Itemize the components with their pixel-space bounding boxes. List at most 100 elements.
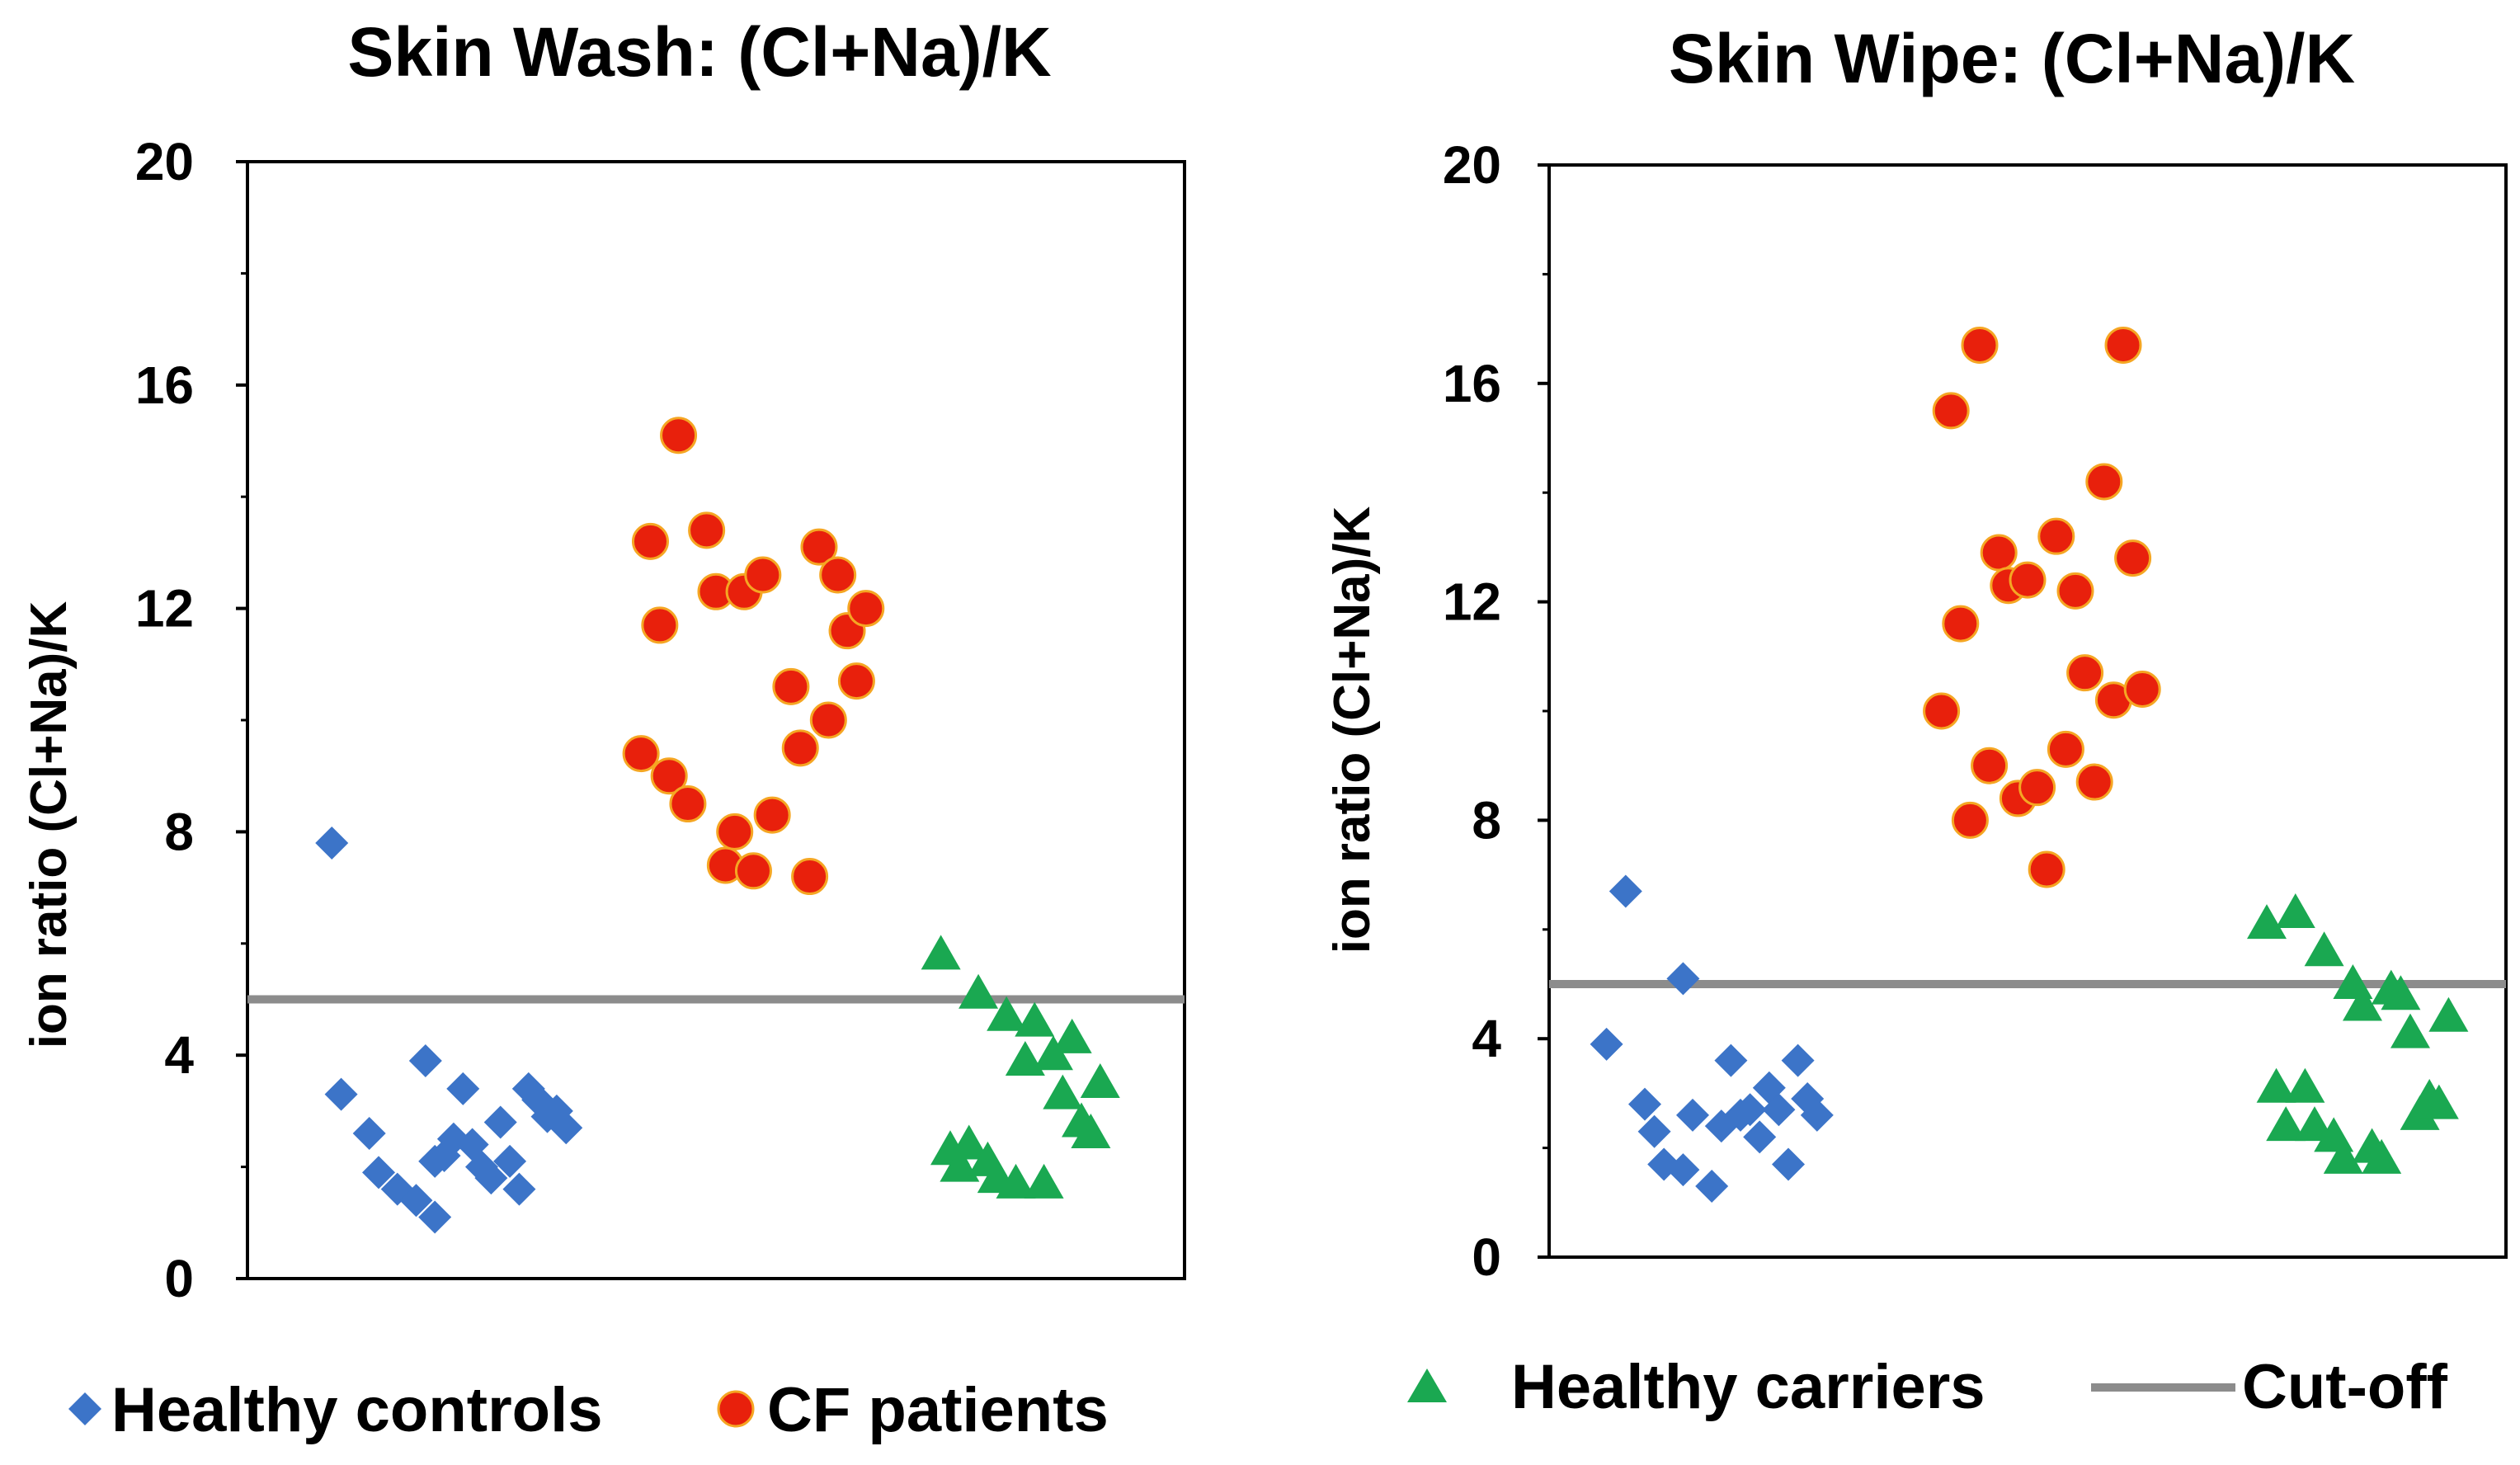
skin-wipe-chart: Skin Wipe: (Cl+Na)/K ion ratio (Cl+Na)/K…	[1324, 20, 2508, 1287]
healthy-control-point	[399, 1184, 433, 1218]
healthy-control-point	[324, 1077, 358, 1111]
healthy-carrier-point	[2381, 975, 2421, 1010]
cf-patient-point	[1932, 392, 1970, 430]
healthy-carrier-point	[1043, 1074, 1083, 1109]
healthy-control-point	[1772, 1147, 1805, 1181]
y-tick-label: 12	[1443, 572, 1501, 632]
healthy-control-point	[1628, 1087, 1661, 1121]
healthy-control-point	[502, 1172, 536, 1206]
healthy-control-point	[1609, 874, 1642, 908]
legend-item-cutoff: Cut-off	[2091, 1352, 2448, 1422]
healthy-carrier-point	[2266, 1106, 2306, 1142]
healthy-control-point	[1714, 1043, 1748, 1077]
cf-patient-point	[772, 667, 810, 705]
cf-patient-point	[1961, 326, 1999, 364]
healthy-carrier-point	[987, 996, 1027, 1031]
healthy-control-point	[362, 1156, 396, 1189]
cf-patient-point	[1923, 692, 1961, 730]
data-points	[315, 417, 1120, 1234]
cf-patient-point	[1951, 801, 1989, 839]
data-points	[1590, 326, 2469, 1203]
healthy-carrier-point	[1024, 1163, 1064, 1199]
healthy-control-point	[1781, 1043, 1815, 1077]
cf-patient-point	[1942, 605, 1980, 643]
healthy-carrier-point	[2343, 986, 2382, 1021]
healthy-control-point	[474, 1161, 508, 1195]
healthy-control-point	[1800, 1098, 1834, 1132]
cf-patient-point	[716, 813, 754, 850]
skin-wash-chart: Skin Wash: (Cl+Na)/K ion ratio (Cl+Na)/K…	[21, 13, 1186, 1308]
triangle-icon	[1407, 1368, 1447, 1402]
healthy-control-point	[1666, 962, 1700, 996]
cf-patient-point	[800, 528, 838, 566]
cf-patient-point	[688, 511, 726, 549]
cf-patient-point	[2009, 561, 2047, 599]
cf-patient-point	[753, 796, 791, 834]
healthy-carrier-point	[2428, 996, 2469, 1032]
y-ticks: 0 4 8 12 16 20	[135, 132, 247, 1308]
healthy-carrier-point	[2256, 1067, 2296, 1103]
healthy-carrier-point	[996, 1163, 1036, 1199]
plot-area	[1547, 163, 2508, 1259]
legend-item-healthy-controls: Healthy controls	[68, 1375, 602, 1445]
healthy-control-point	[418, 1200, 452, 1234]
healthy-control-point	[1676, 1098, 1709, 1132]
cf-patient-point	[650, 757, 688, 795]
healthy-control-point	[1733, 1093, 1767, 1127]
legend-label: Cut-off	[2242, 1352, 2448, 1422]
cf-patient-point	[2047, 730, 2084, 768]
cf-patient-point	[791, 858, 829, 896]
cf-patient-point	[641, 606, 679, 644]
chart-title: Skin Wipe: (Cl+Na)/K	[1669, 20, 2355, 97]
healthy-control-point	[1666, 1153, 1700, 1187]
healthy-control-point	[1695, 1169, 1729, 1203]
healthy-control-point	[1590, 1027, 1623, 1061]
y-tick-label: 16	[135, 356, 194, 415]
healthy-carrier-point	[2295, 1106, 2334, 1142]
cf-patient-point	[781, 729, 819, 767]
y-ticks: 0 4 8 12 16 20	[1443, 135, 1549, 1287]
diamond-icon	[68, 1392, 101, 1425]
y-tick-label: 20	[135, 132, 194, 191]
y-axis-label: ion ratio (Cl+Na)/K	[21, 601, 78, 1049]
y-tick-label: 4	[164, 1025, 194, 1085]
y-axis-label: ion ratio (Cl+Na)/K	[1324, 506, 1381, 954]
y-tick-label: 20	[1443, 135, 1501, 195]
chart-title: Skin Wash: (Cl+Na)/K	[347, 13, 1051, 91]
healthy-control-point	[408, 1043, 442, 1077]
legend-label: CF patients	[767, 1375, 1109, 1445]
cf-patient-point	[2037, 517, 2075, 555]
cf-patient-point	[2066, 654, 2104, 692]
legend: Healthy controls CF patients Healthy car…	[68, 1352, 2448, 1445]
cf-patient-point	[2056, 572, 2094, 610]
healthy-carrier-point	[1071, 1113, 1111, 1148]
healthy-carrier-point	[2362, 1138, 2402, 1174]
circle-icon	[717, 1390, 755, 1428]
cf-patient-point	[744, 556, 782, 594]
legend-item-cf-patients: CF patients	[717, 1375, 1109, 1445]
legend-label: Healthy controls	[111, 1375, 602, 1445]
healthy-control-point	[315, 826, 349, 860]
healthy-carrier-point	[949, 1124, 989, 1160]
healthy-carrier-point	[2419, 1084, 2459, 1119]
cf-patient-point	[669, 785, 707, 823]
healthy-control-point	[483, 1105, 517, 1139]
healthy-carrier-point	[921, 935, 961, 970]
y-tick-label: 4	[1472, 1009, 1501, 1068]
healthy-control-point	[1637, 1114, 1671, 1148]
cf-patient-point	[622, 735, 660, 773]
cf-patient-point	[2075, 763, 2113, 801]
legend-label: Healthy carriers	[1511, 1352, 1985, 1422]
cf-patient-point	[660, 417, 698, 455]
healthy-control-point	[1762, 1093, 1796, 1127]
y-tick-label: 16	[1443, 354, 1501, 413]
cf-patient-point	[1980, 534, 2018, 572]
healthy-control-point	[1743, 1120, 1777, 1154]
y-tick-label: 8	[1472, 790, 1501, 850]
cf-patient-point	[2028, 850, 2065, 888]
healthy-control-point	[446, 1072, 480, 1105]
cf-patient-point	[2114, 539, 2152, 577]
cf-patient-point	[734, 852, 772, 890]
healthy-control-point	[493, 1144, 527, 1178]
